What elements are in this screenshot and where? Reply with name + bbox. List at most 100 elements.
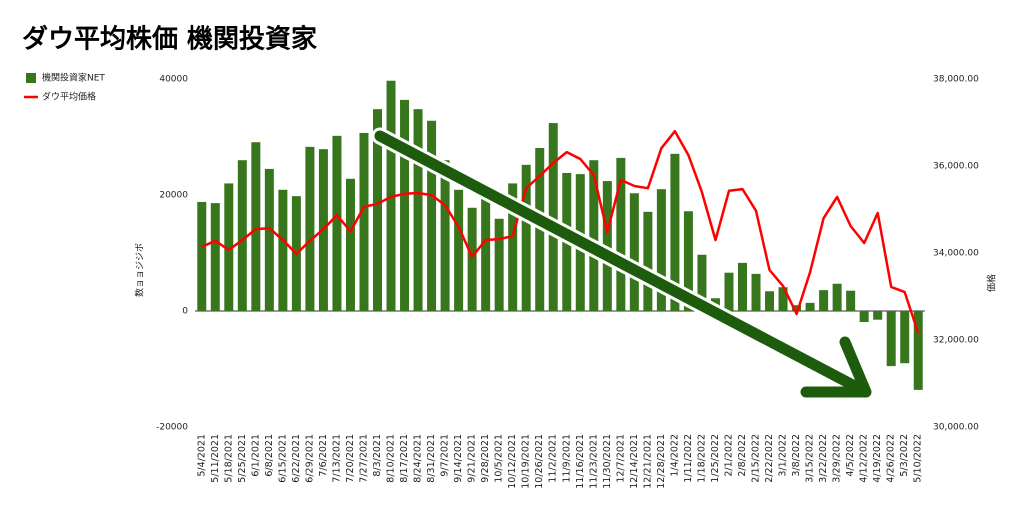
- bar: [264, 168, 274, 311]
- x-tick-label: 1/11/2022: [683, 434, 694, 483]
- x-tick-label: 5/4/2021: [196, 434, 207, 477]
- x-tick-label: 3/1/2022: [778, 434, 789, 477]
- x-tick-label: 8/10/2021: [386, 434, 397, 483]
- bar: [400, 99, 410, 311]
- bar: [521, 164, 531, 311]
- y2-axis-title: 価格: [986, 274, 998, 292]
- x-tick-label: 2/1/2022: [723, 434, 734, 477]
- x-tick-label: 5/25/2021: [237, 434, 248, 483]
- bar: [670, 153, 680, 311]
- x-tick-label: 8/31/2021: [426, 434, 437, 483]
- bar: [440, 160, 450, 311]
- bar: [602, 181, 612, 311]
- y-axis-title: 数ョョジジボ: [134, 243, 146, 297]
- bar: [224, 183, 234, 311]
- bar: [210, 203, 220, 311]
- x-tick-label: 6/22/2021: [291, 434, 302, 483]
- x-tick-label: 6/8/2021: [264, 434, 275, 477]
- x-tick-label: 10/19/2021: [521, 434, 532, 489]
- x-tick-label: 10/26/2021: [534, 434, 545, 489]
- x-tick-label: 5/18/2021: [223, 434, 234, 483]
- x-tick-label: 9/21/2021: [467, 434, 478, 483]
- bar: [724, 272, 734, 311]
- x-tick-label: 9/14/2021: [453, 434, 464, 483]
- x-tick-label: 1/25/2022: [710, 434, 721, 483]
- bar: [643, 211, 653, 311]
- bar: [359, 132, 369, 311]
- bar: [427, 120, 437, 311]
- legend-label: 機関投資家NET: [42, 72, 105, 84]
- y2-tick-label: 34,000.00: [933, 249, 979, 259]
- x-tick-label: 12/28/2021: [656, 434, 667, 489]
- x-tick-label: 7/13/2021: [331, 434, 342, 483]
- x-tick-label: 6/1/2021: [250, 434, 261, 477]
- x-tick-label: 5/10/2022: [913, 434, 924, 483]
- x-tick-label: 5/3/2022: [899, 434, 910, 477]
- x-tick-label: 11/30/2021: [602, 434, 613, 489]
- bar: [332, 135, 342, 311]
- bar: [251, 142, 261, 311]
- bar: [305, 146, 315, 311]
- x-tick-label: 6/15/2021: [277, 434, 288, 483]
- x-tick-label: 9/28/2021: [480, 434, 491, 483]
- legend-swatch: [26, 73, 36, 83]
- x-tick-label: 3/29/2022: [832, 434, 843, 483]
- chart-title: ダウ平均株価 機関投資家: [22, 24, 317, 55]
- y2-tick-label: 32,000.00: [933, 336, 979, 346]
- y-tick-label: -20000: [156, 423, 188, 433]
- bar: [345, 178, 355, 311]
- bar: [454, 189, 464, 311]
- x-tick-label: 2/8/2022: [737, 434, 748, 477]
- bar: [589, 160, 599, 311]
- bar: [508, 183, 518, 311]
- bar: [656, 189, 666, 311]
- bar: [413, 109, 423, 311]
- x-tick-label: 2/15/2022: [751, 434, 762, 483]
- x-tick-label: 4/19/2022: [872, 434, 883, 483]
- legend-label: ダウ平均価格: [42, 91, 96, 103]
- bar: [819, 290, 829, 311]
- bar: [197, 201, 207, 311]
- y2-tick-label: 30,000.00: [933, 423, 979, 433]
- x-tick-label: 12/7/2021: [615, 434, 626, 483]
- bar: [832, 283, 842, 311]
- bar: [859, 311, 869, 323]
- x-tick-label: 8/17/2021: [399, 434, 410, 483]
- bar: [683, 211, 693, 311]
- x-tick-label: 2/22/2022: [764, 434, 775, 483]
- x-tick-label: 7/6/2021: [318, 434, 329, 477]
- bar: [900, 311, 910, 364]
- bar: [913, 311, 923, 390]
- x-tick-label: 1/4/2022: [669, 434, 680, 477]
- bar: [778, 287, 788, 311]
- bar: [467, 207, 477, 311]
- y2-tick-label: 36,000.00: [933, 162, 979, 172]
- x-tick-label: 4/26/2022: [886, 434, 897, 483]
- bar: [278, 189, 288, 311]
- y2-tick-label: 38,000.00: [933, 75, 979, 85]
- x-tick-label: 10/5/2021: [494, 434, 505, 483]
- bar: [873, 311, 883, 320]
- bar: [629, 193, 639, 311]
- bar: [494, 218, 504, 311]
- bar: [738, 262, 747, 311]
- bar: [846, 290, 856, 311]
- x-tick-label: 3/15/2022: [805, 434, 816, 483]
- bar: [697, 254, 707, 311]
- bar: [373, 109, 382, 311]
- x-tick-label: 3/22/2022: [818, 434, 829, 483]
- bar: [548, 123, 558, 311]
- x-tick-label: 11/9/2021: [561, 434, 572, 483]
- x-tick-label: 1/18/2022: [696, 434, 707, 483]
- bar: [765, 291, 775, 311]
- x-tick-label: 11/16/2021: [575, 434, 586, 489]
- plot-area: -20000 0 20000 40000 30,000.00 32,000.00 34,00…: [156, 75, 979, 489]
- trend-arrow: [371, 127, 875, 401]
- x-tick-label: 8/3/2021: [372, 434, 383, 477]
- x-tick-label: 11/23/2021: [588, 434, 599, 489]
- y-tick-label: 40000: [159, 75, 188, 85]
- x-tick-label: 12/14/2021: [629, 434, 640, 489]
- x-tick-label: 9/7/2021: [440, 434, 451, 477]
- bar: [886, 311, 896, 367]
